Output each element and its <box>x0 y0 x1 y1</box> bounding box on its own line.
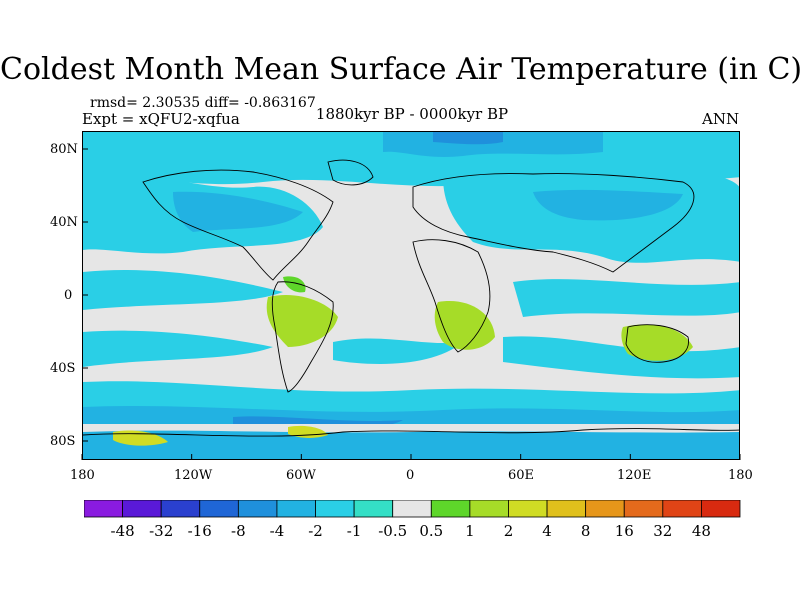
colorbar-box <box>430 499 471 518</box>
colorbar-label: -0.5 <box>378 522 407 540</box>
colorbar-box <box>122 499 162 518</box>
colorbar-box <box>83 499 123 518</box>
colorbar-box <box>160 499 201 518</box>
stats-label: rmsd= 2.30535 diff= -0.863167 <box>90 95 316 111</box>
colorbar-label: 16 <box>615 522 634 540</box>
north-america-coast <box>142 169 334 281</box>
temperature-map <box>82 131 740 460</box>
colorbar-label: -1 <box>347 522 362 540</box>
x-tick-label-180e: 180 <box>728 468 753 483</box>
colorbar-box <box>237 499 278 518</box>
colorbar-box <box>701 499 741 518</box>
colorbar-box <box>469 499 509 518</box>
colorbar-label: 0.5 <box>419 522 443 540</box>
arctic-cold-spot <box>433 132 503 145</box>
colorbar-label: -32 <box>149 522 173 540</box>
y-tick-label-80s: 80S <box>50 434 76 449</box>
x-tick-label-0: 0 <box>406 468 415 483</box>
colorbar-label: 2 <box>504 522 514 540</box>
x-tick-label-120w: 120W <box>174 468 213 483</box>
colorbar-label: -2 <box>308 522 323 540</box>
x-tick-label-120e: 120E <box>617 468 652 483</box>
colorbar-label: -48 <box>111 522 135 540</box>
south-indian-band <box>503 336 739 379</box>
colorbar-box <box>662 499 702 518</box>
africa-coast <box>412 239 491 353</box>
colorbar-box <box>199 499 239 518</box>
colorbar-box <box>508 499 548 518</box>
colorbar-svg: -48 -32 -16 -8 -4 -2 -1 -0.5 0.5 1 2 4 8 16 32 48 <box>83 499 741 540</box>
x-tick-label-60w: 60W <box>286 468 316 483</box>
map-canvas <box>83 132 739 459</box>
x-tick-label-60e: 60E <box>508 468 535 483</box>
colorbar-box <box>315 499 355 518</box>
colorbar-label: -4 <box>270 522 285 540</box>
amazon-warm <box>283 276 306 293</box>
colorbar-box <box>276 499 316 518</box>
north-america-cool <box>173 191 303 232</box>
colorbar: -48 -32 -16 -8 -4 -2 -1 -0.5 0.5 1 2 4 8 16 32 48 <box>83 499 744 552</box>
antarctica-coast <box>83 428 739 437</box>
colorbar-label: 32 <box>653 522 672 540</box>
x-tick-label-180w: 180 <box>70 468 95 483</box>
colorbar-label: -8 <box>231 522 246 540</box>
south-america-warm <box>266 294 338 347</box>
weddell-warm <box>288 425 328 438</box>
colorbar-box <box>353 499 394 518</box>
colorbar-label: -16 <box>188 522 212 540</box>
south-atlantic-band <box>333 338 463 365</box>
coastlines <box>83 159 739 437</box>
eurasia-coast <box>412 173 695 273</box>
colorbar-box <box>623 499 664 518</box>
y-tick-label-80n: 80N <box>50 142 78 157</box>
siberia-cooler <box>533 189 683 221</box>
colorbar-label: 48 <box>692 522 711 540</box>
y-tick-label-eq: 0 <box>64 288 73 303</box>
south-pacific-band <box>83 330 273 367</box>
x-tick-marks <box>81 454 741 460</box>
colorbar-label: 8 <box>581 522 591 540</box>
season-label: ANN <box>702 110 740 128</box>
australia-warm <box>621 324 693 361</box>
south-america-coast <box>271 281 334 393</box>
y-tick-marks <box>82 148 88 442</box>
colorbar-label: 4 <box>542 522 552 540</box>
y-tick-label-40n: 40N <box>50 215 78 230</box>
indian-ocean-band <box>513 279 739 317</box>
experiment-label: Expt = xQFU2-xqfua <box>82 110 240 128</box>
colorbar-box <box>392 499 432 518</box>
period-label: 1880kyr BP - 0000kyr BP <box>315 105 509 123</box>
tropical-pacific-band <box>83 270 283 310</box>
colorbar-label: 1 <box>465 522 475 540</box>
colorbar-box <box>585 499 625 518</box>
southern-africa-warm <box>434 301 495 350</box>
colorbar-box <box>546 499 587 518</box>
map-title: Coldest Month Mean Surface Air Temperatu… <box>0 52 800 87</box>
greenland-coast <box>327 159 374 186</box>
y-tick-label-40s: 40S <box>50 361 76 376</box>
australia-coast <box>625 324 689 363</box>
